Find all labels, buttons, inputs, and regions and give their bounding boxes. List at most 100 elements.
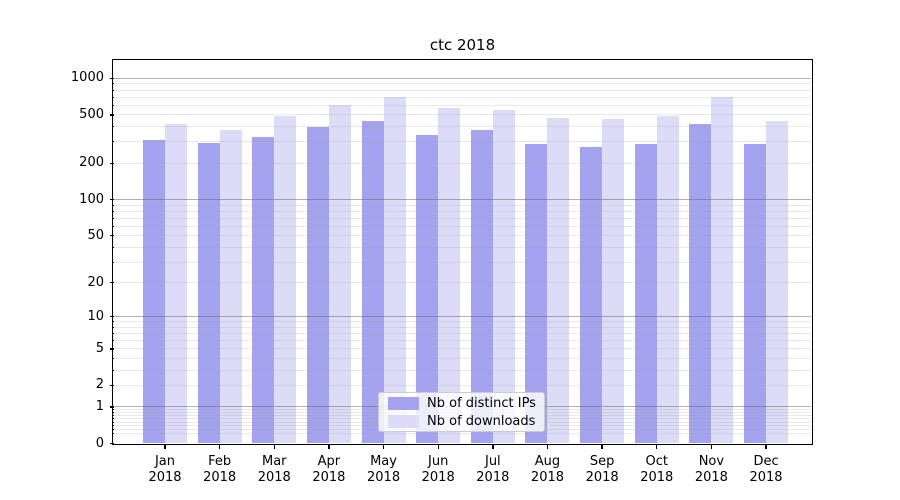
y-axis-minor-tick <box>111 235 114 237</box>
y-axis-tick-label: 200 <box>79 155 104 171</box>
x-axis-tick-label: Jul 2018 <box>476 453 510 486</box>
y-axis-minor-tick <box>111 425 114 427</box>
x-axis-tick-label: Mar 2018 <box>257 453 291 486</box>
x-axis-tick <box>273 445 275 450</box>
gridline-minor <box>114 204 811 206</box>
bar-jul-distinct-ips <box>470 130 493 443</box>
gridline-minor <box>114 141 811 143</box>
legend-swatch-downloads <box>388 414 419 428</box>
legend-item-downloads: Nb of downloads <box>388 414 544 429</box>
x-axis-tick <box>656 445 658 450</box>
y-axis-minor-tick <box>111 114 114 116</box>
y-axis-tick-label: 20 <box>87 274 104 290</box>
y-axis-minor-tick <box>111 217 114 219</box>
y-axis-tick-label: 1000 <box>70 70 104 86</box>
x-axis-tick-label: Dec 2018 <box>749 453 783 486</box>
x-axis-tick-label: Oct 2018 <box>640 453 674 486</box>
bar-may-distinct-ips <box>361 120 384 443</box>
gridline-minor <box>114 83 811 85</box>
x-axis-tick <box>164 445 166 450</box>
gridline-minor <box>114 261 811 263</box>
bar-jul-downloads <box>492 110 515 443</box>
x-axis-tick <box>437 445 439 450</box>
legend: Nb of distinct IPs Nb of downloads <box>378 392 545 432</box>
x-axis-tick-label: Nov 2018 <box>694 453 728 486</box>
bar-nov-downloads <box>711 97 734 443</box>
y-axis-minor-tick <box>111 225 114 227</box>
bar-aug-distinct-ips <box>525 143 548 443</box>
bar-jun-downloads <box>438 108 461 443</box>
gridline-minor <box>114 235 811 237</box>
y-axis-tick-label: 10 <box>87 308 104 324</box>
gridline-minor <box>114 225 811 227</box>
y-axis-minor-tick <box>111 411 114 413</box>
y-axis-minor-tick <box>111 162 114 164</box>
gridline-minor <box>114 104 811 106</box>
bar-aug-downloads <box>547 117 570 443</box>
y-axis-minor-tick <box>111 210 114 212</box>
gridline-minor <box>114 433 811 435</box>
y-axis-minor-tick <box>111 429 114 431</box>
x-axis-tick <box>765 445 767 450</box>
gridline-minor <box>114 384 811 386</box>
bar-nov-distinct-ips <box>689 124 712 443</box>
y-axis-minor-tick <box>111 414 114 416</box>
gridline-major <box>114 77 811 79</box>
x-axis-tick <box>218 445 221 450</box>
bar-oct-distinct-ips <box>634 143 657 443</box>
y-axis-tick-label: 500 <box>79 106 104 122</box>
y-axis-tick <box>110 406 114 408</box>
gridline-minor <box>114 126 811 128</box>
legend-label-distinct-ips: Nb of distinct IPs <box>427 395 536 411</box>
y-axis-minor-tick <box>111 246 114 248</box>
bar-oct-downloads <box>656 115 679 443</box>
bar-apr-distinct-ips <box>306 126 329 443</box>
bar-jun-distinct-ips <box>416 134 439 443</box>
y-axis-tick-label: 0 <box>95 435 104 451</box>
gridline-minor <box>114 333 811 335</box>
chart-title: ctc 2018 <box>429 36 496 54</box>
bar-may-downloads <box>383 97 406 443</box>
bar-sep-distinct-ips <box>580 147 603 443</box>
y-axis-minor-tick <box>111 141 114 143</box>
gridline-minor <box>114 321 811 323</box>
gridline-minor <box>114 348 811 350</box>
x-axis-tick-label: Apr 2018 <box>312 453 346 486</box>
y-axis-minor-tick <box>111 321 114 323</box>
gridline-minor <box>114 340 811 342</box>
bar-feb-downloads <box>219 129 242 443</box>
bar-sep-downloads <box>602 118 625 443</box>
y-axis-minor-tick <box>111 89 114 91</box>
gridline-minor <box>114 217 811 219</box>
y-axis-minor-tick <box>111 96 114 98</box>
gridline-minor <box>114 96 811 98</box>
gridline-minor <box>114 326 811 328</box>
y-axis-tick-label: 2 <box>95 377 104 393</box>
legend-swatch-distinct-ips <box>388 396 419 410</box>
y-axis-minor-tick <box>111 348 114 350</box>
bar-mar-downloads <box>274 115 297 443</box>
y-axis-tick <box>110 442 114 445</box>
bar-dec-distinct-ips <box>744 144 767 443</box>
y-axis-minor-tick <box>111 340 114 342</box>
y-axis-minor-tick <box>111 204 114 206</box>
y-axis-minor-tick <box>111 104 114 106</box>
gridline-minor <box>114 282 811 284</box>
y-axis-tick <box>110 198 114 201</box>
gridline-minor <box>114 357 811 359</box>
bar-jan-downloads <box>165 123 187 443</box>
x-axis-tick-label: Aug 2018 <box>530 453 565 486</box>
y-axis-tick <box>110 316 114 318</box>
bar-apr-downloads <box>328 104 351 443</box>
y-axis-minor-tick <box>111 433 114 435</box>
y-axis-tick-label: 5 <box>95 340 104 356</box>
y-axis-minor-tick <box>111 418 114 420</box>
gridline-major <box>114 199 811 201</box>
bar-jan-distinct-ips <box>143 139 165 443</box>
y-axis-tick-label: 100 <box>79 191 104 207</box>
y-axis-minor-tick <box>111 421 114 423</box>
bar-feb-distinct-ips <box>197 142 220 443</box>
x-axis-tick-label: May 2018 <box>367 453 401 486</box>
y-axis-minor-tick <box>111 409 114 411</box>
